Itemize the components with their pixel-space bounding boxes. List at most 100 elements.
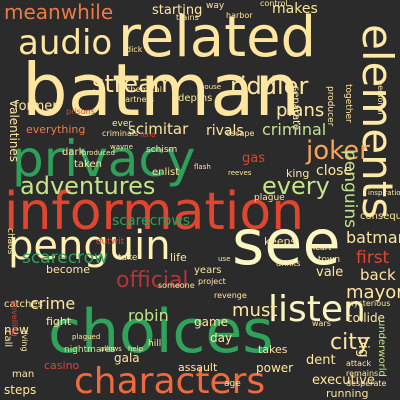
word-executive: gala <box>114 351 140 365</box>
word-adventures: adventures <box>20 172 156 200</box>
word-producer: together <box>343 84 353 123</box>
word-king: close <box>316 163 353 179</box>
word-wars: schism <box>146 145 178 155</box>
word-crime: crime <box>30 294 76 313</box>
word-fight: new <box>4 323 29 337</box>
word-enlist: taken <box>74 159 102 170</box>
word-every: every <box>262 172 330 200</box>
word-vale: back <box>360 266 396 284</box>
word-living: someone <box>158 281 195 290</box>
word-attack: wars <box>312 319 331 328</box>
word-new: big <box>355 336 371 358</box>
word-scarecrows: scarecrows <box>112 213 191 229</box>
word-gas: rivals <box>206 123 244 139</box>
word-day: dent <box>306 353 336 368</box>
word-dick: trains <box>176 13 199 22</box>
word-use: help <box>128 345 144 353</box>
word-big: must <box>232 300 278 321</box>
word-mayor: mayor <box>346 282 400 303</box>
word-wayne: flash <box>194 163 211 171</box>
word-harbor: partners <box>120 95 154 104</box>
word-gala: collide <box>346 311 385 325</box>
word-first: batmans <box>346 228 400 247</box>
word-riddler: riddler <box>230 72 309 100</box>
word-ever: outwit <box>96 237 125 247</box>
word-penguin: penguin <box>8 223 171 269</box>
word-remains: attack <box>346 359 372 368</box>
word-trains: control <box>260 0 288 8</box>
word-life: become <box>46 263 91 276</box>
word-plague: depths <box>178 93 213 104</box>
word-chemical: living <box>20 330 29 352</box>
word-control: harbor <box>226 11 253 20</box>
word-separate: producer <box>325 86 335 127</box>
word-dent: running <box>326 387 369 400</box>
word-produced: inspiration <box>368 189 400 197</box>
word-allows: plagued <box>72 333 101 341</box>
word-inspiration: reeves <box>228 169 252 177</box>
word-years: life <box>170 251 187 264</box>
word-man: catches <box>4 299 43 310</box>
word-privacy: privacy <box>12 130 196 188</box>
word-plans: plans <box>276 100 325 121</box>
word-call: ever <box>112 119 133 129</box>
word-listen: listen <box>268 289 366 330</box>
word-town: consequences <box>360 211 400 222</box>
word-see: see <box>232 206 341 279</box>
word-makes: makes <box>272 1 318 17</box>
word-help: allows <box>100 345 122 353</box>
word-fend: chemical <box>126 85 162 94</box>
word-personal: desperate <box>346 379 387 388</box>
word-joker: joker <box>306 136 370 166</box>
word-power: takes <box>258 343 288 356</box>
word-outwit: keeps <box>264 235 297 248</box>
word-takes: game <box>194 315 229 329</box>
word-way: age <box>224 379 241 389</box>
word-information: information <box>4 182 305 242</box>
word-heart: dick <box>126 45 143 54</box>
word-running: executive <box>312 373 375 388</box>
word-assault: power <box>256 361 294 375</box>
word-taken: dark <box>62 147 85 158</box>
word-stream: stream <box>92 70 177 98</box>
word-steps: casino <box>44 359 80 372</box>
word-audio: audio <box>18 23 113 63</box>
word-drinks: take <box>118 253 138 263</box>
word-unveiling: separate <box>290 86 301 131</box>
word-someone: revenge <box>214 291 247 300</box>
word-everything: everything <box>26 123 86 136</box>
word-back: first <box>356 248 390 268</box>
word-desperate: remains <box>346 369 379 378</box>
word-underworld: steps <box>4 383 37 397</box>
word-batmans: king <box>286 167 310 180</box>
word-flash: produced <box>82 149 115 157</box>
word-revenge: project <box>198 277 226 286</box>
word-official: official <box>116 268 189 293</box>
word-prisons: escape <box>226 129 255 138</box>
word-penguins: penguins <box>340 150 360 228</box>
word-scarecrow: scarecrow <box>22 248 108 268</box>
word-hill: man <box>12 369 35 380</box>
word-project: criminals <box>102 129 139 138</box>
word-dark: years <box>194 265 222 276</box>
word-scimitar: scimitar <box>128 120 189 138</box>
word-escape: personal <box>376 80 385 115</box>
word-plagued: house <box>200 83 222 91</box>
word-chaos: nightmares <box>64 345 116 355</box>
word-hand: use <box>218 255 231 263</box>
word-consequences: plague <box>254 193 285 203</box>
word-house: wayne <box>110 143 133 151</box>
word-together: way <box>206 1 225 11</box>
word-criminals: heart <box>310 243 332 252</box>
word-partners: prisons <box>66 107 95 116</box>
word-mysterious: unveiling <box>10 300 19 337</box>
word-take: mysterious <box>346 299 391 308</box>
word-keeps: town <box>318 255 341 265</box>
word-batman: batman <box>22 48 300 132</box>
word-close: gas <box>242 151 265 166</box>
word-collide: fight <box>46 315 72 328</box>
word-game: day <box>210 331 233 345</box>
word-meanwhile: meanwhile <box>4 0 114 24</box>
word-catches: chaos <box>5 228 15 255</box>
